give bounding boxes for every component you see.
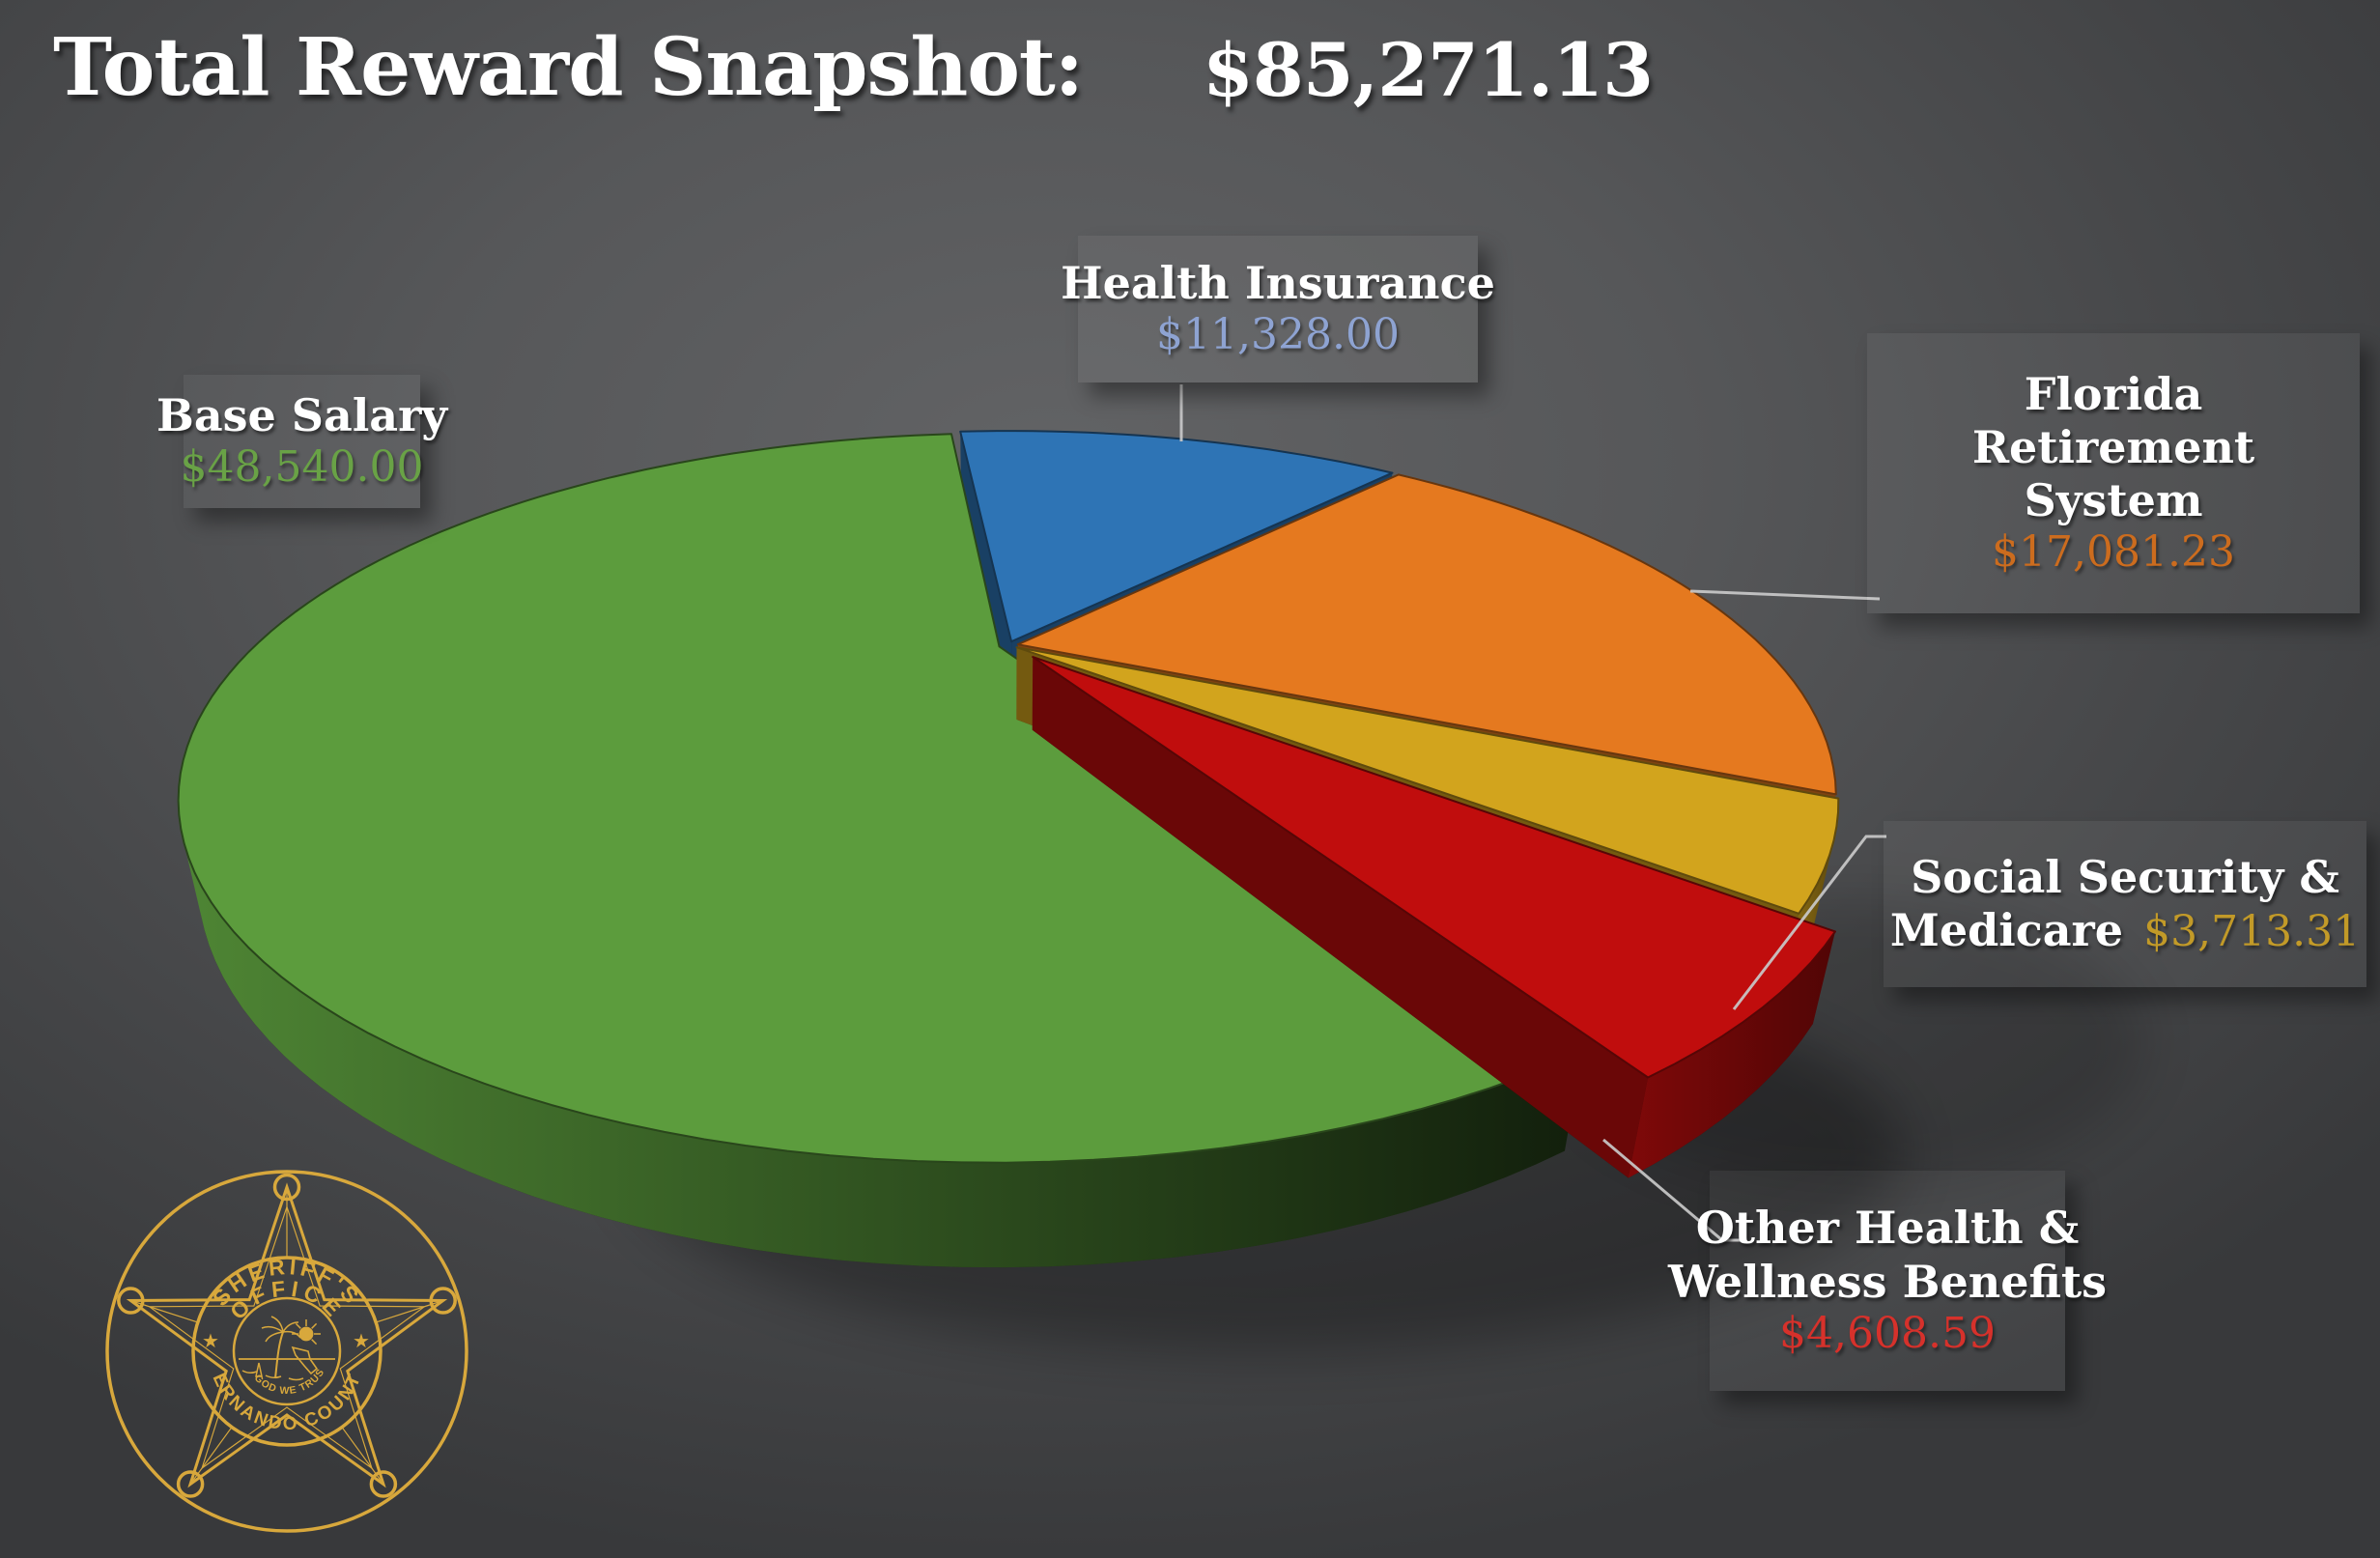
leader-line-other-health-wellness: [1602, 1138, 1742, 1242]
badge-tip-circles: [117, 1173, 457, 1498]
leader-lines: [1179, 384, 1886, 1242]
callout-health-insurance-label: Health Insurance: [1061, 257, 1495, 309]
callout-florida-retirement-system: Florida Retirement System $17,081.23: [1867, 333, 2360, 613]
sheriff-badge-logo: SHERIFF'S OFFICE HERNANDO COUNTY IN GOD …: [105, 1170, 468, 1533]
sun-icon: [298, 1326, 314, 1342]
badge-inner-ring: [191, 1256, 382, 1447]
callout-ssm-space: [2128, 904, 2143, 956]
callout-social-security-medicare: Social Security & Medicare $3,713.31: [1884, 821, 2366, 987]
callout-frs-value: $17,081.23: [1992, 527, 2235, 578]
palm-tree-trunk: [274, 1331, 284, 1379]
callout-base-salary-label: Base Salary: [156, 389, 448, 441]
badge-emblem-scene: [239, 1316, 335, 1381]
callout-health-insurance: Health Insurance $11,328.00: [1061, 236, 1495, 382]
callout-frs-label-line1: Florida: [2024, 367, 2203, 420]
palm-tree-fronds: [261, 1316, 301, 1343]
badge-outer-circle: [105, 1170, 468, 1533]
callout-ssm-label-medicare: Medicare: [1889, 903, 2124, 956]
water-waves: [241, 1370, 304, 1381]
lighthouse-icon: [255, 1362, 263, 1377]
badge-star-icon: [126, 1182, 448, 1488]
callout-frs-label-line2: Retirement: [1971, 421, 2255, 473]
pie-slice-base-salary: [177, 433, 1583, 1268]
callout-ssm-label-line1: Social Security &: [1911, 850, 2339, 903]
callout-other-label-line1: Other Health &: [1695, 1202, 2080, 1255]
page-title-label: Total Reward Snapshot:: [53, 21, 1084, 114]
callout-frs-label-line3: System: [2024, 474, 2203, 527]
florida-shape: [291, 1346, 319, 1375]
callout-other-health-wellness: Other Health & Wellness Benefits $4,608.…: [1668, 1171, 2107, 1391]
callout-other-label-line2: Wellness Benefits: [1667, 1255, 2108, 1308]
page-title-total: $85,271.13: [1203, 27, 1654, 113]
pie-slice-other-health-wellness-benefits: [1032, 656, 1836, 1178]
badge-emblem-circle: [232, 1296, 342, 1406]
leader-line-social-security-medicare: [1732, 835, 1886, 1010]
page-title: Total Reward Snapshot: $85,271.13: [53, 21, 2275, 114]
pie-slices: [177, 430, 1840, 1268]
badge-small-star-right: ★: [353, 1331, 370, 1352]
sun-rays: [292, 1319, 321, 1346]
callout-other-value: $4,608.59: [1779, 1308, 1996, 1358]
badge-small-star-left: ★: [202, 1331, 219, 1352]
callout-health-insurance-value: $11,328.00: [1156, 310, 1400, 360]
leader-line-florida-retirement-system: [1689, 589, 1881, 601]
callout-base-salary-value: $48,540.00: [180, 442, 424, 493]
callout-base-salary: Base Salary $48,540.00: [156, 375, 447, 508]
callout-ssm-value: $3,713.31: [2143, 906, 2361, 956]
callout-ssm-label-line2: Medicare $3,713.31: [1890, 904, 2360, 958]
